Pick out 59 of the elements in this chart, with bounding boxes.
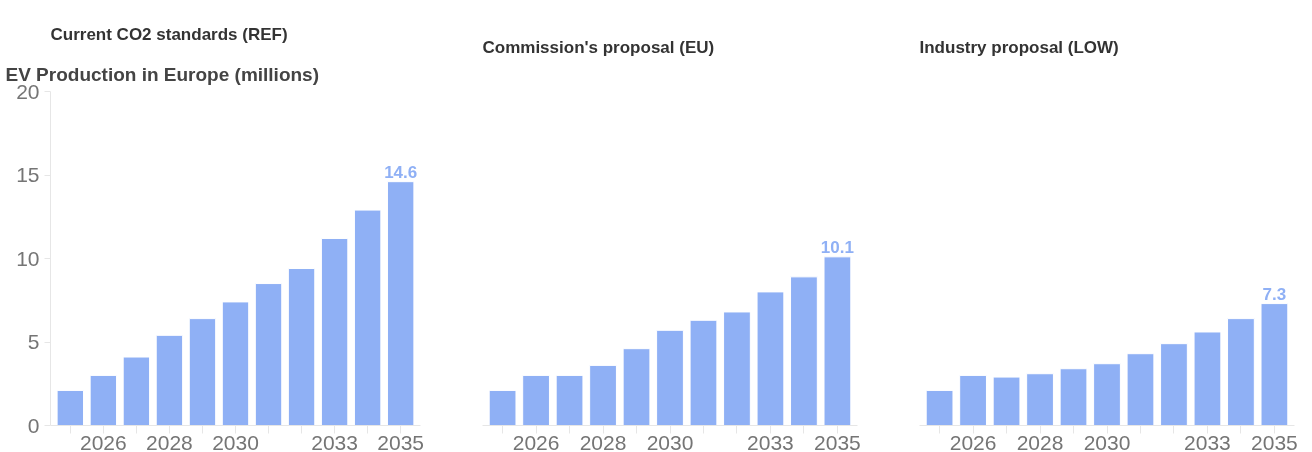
bar: [488, 389, 517, 426]
x-tick-label: 2030: [646, 430, 694, 452]
bar: [386, 181, 415, 426]
bar: [589, 364, 617, 426]
bar: [1093, 363, 1121, 426]
bar: [790, 276, 818, 426]
x-tick-label: 2028: [579, 430, 627, 452]
y-tick-label: 10: [16, 246, 40, 270]
bar: [1026, 373, 1054, 426]
bar: [1260, 303, 1289, 426]
bar: [89, 374, 118, 426]
bar: [320, 237, 349, 426]
bar: [925, 389, 954, 426]
chart-title: Industry proposal (LOW): [919, 37, 1119, 57]
x-tick-label: 2026: [949, 430, 997, 452]
y-axis-title: EV Production in Europe (millions): [5, 63, 320, 85]
chart-title: Current CO2 standards (REF): [50, 24, 288, 44]
bar: [622, 348, 651, 426]
x-tick-label: 2030: [212, 430, 259, 452]
data-label: 10.1: [820, 237, 854, 257]
x-tick-label: 2033: [747, 430, 794, 452]
bar: [756, 291, 785, 426]
x-tick-label: 2035: [377, 430, 425, 452]
data-label: 7.3: [1262, 284, 1287, 304]
bar: [1059, 368, 1088, 426]
bar: [56, 389, 85, 426]
bar: [254, 283, 283, 426]
data-label: 14.6: [384, 162, 418, 182]
x-tick-label: 2033: [1184, 430, 1231, 452]
bar: [656, 329, 684, 426]
x-tick-label: 2033: [311, 430, 358, 452]
bar: [155, 334, 184, 426]
x-tick-label: 2026: [80, 430, 127, 452]
x-tick-label: 2028: [146, 430, 193, 452]
bar: [1227, 318, 1255, 426]
x-tick-label: 2030: [1083, 430, 1131, 452]
bar: [188, 318, 217, 426]
bar: [287, 268, 316, 426]
x-tick-label: 2035: [1251, 430, 1298, 452]
y-tick-label: 15: [16, 163, 40, 186]
bar: [959, 374, 987, 426]
bar: [1160, 343, 1188, 426]
x-tick-label: 2035: [814, 430, 861, 452]
chart-title: Commission's proposal (EU): [482, 37, 715, 57]
bar: [522, 374, 550, 426]
bar: [555, 374, 584, 426]
bar: [1126, 353, 1155, 426]
bar: [992, 376, 1021, 426]
bar: [221, 301, 250, 426]
x-tick-label: 2026: [512, 430, 560, 452]
x-tick-label: 2028: [1016, 430, 1064, 452]
bar: [122, 356, 151, 426]
bar: [689, 319, 718, 426]
y-tick-label: 5: [27, 330, 40, 353]
y-tick-label: 0: [27, 413, 40, 437]
bar: [353, 209, 382, 426]
bar: [723, 311, 751, 426]
bar: [1193, 331, 1222, 426]
bar: [823, 256, 852, 426]
